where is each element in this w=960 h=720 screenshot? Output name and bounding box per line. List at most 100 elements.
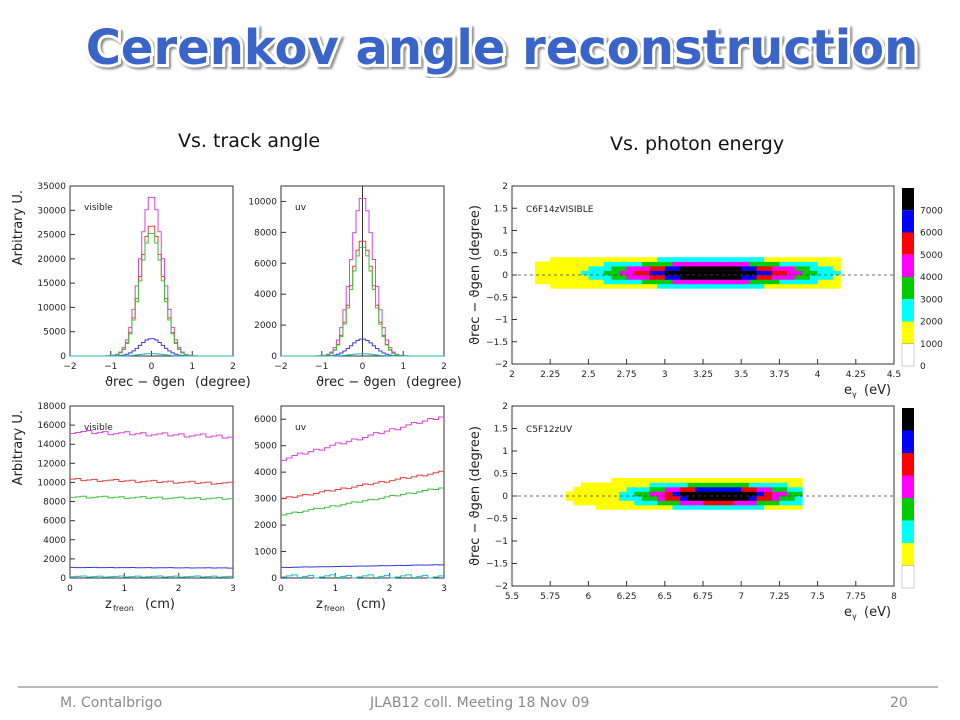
heatmap-cell (748, 478, 757, 483)
heatmap-cell (649, 487, 658, 492)
heatmap-cell (756, 279, 765, 285)
heatmap-cell (741, 266, 750, 271)
heatmap-cell (687, 279, 696, 285)
heatmap-cell (787, 478, 795, 483)
heatmap-cell (764, 505, 773, 510)
histogram-series (70, 225, 233, 357)
heatmap-cell (641, 270, 650, 276)
heatmap-cell (771, 270, 780, 276)
heatmap-cell (779, 487, 788, 492)
heatmap-cell (680, 496, 689, 501)
heatmap-cell (710, 275, 719, 280)
heatmap-cell (611, 496, 620, 501)
heatmap-cell (703, 279, 711, 285)
heatmap-cell (695, 496, 704, 501)
y-tick-label: −1.5 (486, 560, 508, 570)
y-tick-label: 2 (502, 402, 508, 412)
heatmap-cell (703, 496, 711, 501)
y-tick-label: 4000 (254, 290, 277, 300)
heatmap-cell (626, 283, 635, 289)
heatmap-cell (687, 487, 696, 492)
heatmap-cell (771, 257, 780, 262)
heatmap-cell (603, 261, 612, 267)
heatmap-cell (634, 266, 643, 271)
heatmap-cell (573, 491, 582, 497)
y-tick-label: −2 (495, 582, 508, 592)
heatmap-cell (657, 478, 666, 483)
heatmap-cell (657, 275, 666, 280)
heatmap-cell (664, 478, 673, 483)
heatmap-cell (703, 283, 711, 289)
heatmap-cell (756, 257, 765, 262)
heatmap-cell (672, 491, 681, 497)
footer-meeting: JLAB12 coll. Meeting 18 Nov 09 (370, 695, 590, 711)
x-tick-label: 3.25 (693, 370, 713, 380)
heatmap-cell (771, 500, 780, 506)
heatmap-cell (664, 500, 673, 506)
heatmap-cell (710, 496, 719, 501)
heatmap-cell (626, 505, 635, 510)
heatmap-cell (756, 505, 765, 510)
heatmap-cell (634, 487, 643, 492)
heatmap-cell (634, 283, 643, 289)
heatmap-cell (733, 261, 742, 267)
y-tick-label: 10000 (37, 303, 66, 313)
histogram-series (281, 470, 444, 499)
heatmap-cell (733, 257, 742, 262)
heatmap-cell (703, 505, 711, 510)
y-tick-label: 1000 (254, 548, 277, 558)
heatmap-cell (680, 257, 689, 262)
heatmap-cell (741, 487, 750, 492)
x-axis-label-unit: (eV) (864, 605, 891, 620)
heatmap-cell (802, 270, 811, 276)
heatmap-cell (596, 275, 604, 280)
x-axis-label: z (105, 597, 112, 612)
color-scale-segment (902, 321, 914, 344)
y-tick-label: 35000 (37, 182, 66, 192)
heatmap-cell (771, 283, 780, 289)
heatmap-cell (725, 261, 734, 267)
heatmap-cell (771, 482, 780, 488)
heatmap-cell (550, 283, 559, 289)
x-tick-label: −2 (274, 362, 287, 372)
histogram-series (281, 574, 444, 579)
heatmap-cell (649, 482, 658, 488)
heatmap-cell (565, 279, 574, 285)
heatmap-cell (664, 505, 673, 510)
heatmap-cell (710, 500, 719, 506)
frame (280, 405, 445, 579)
histogram-series (281, 416, 444, 461)
y-tick-label: 2 (502, 182, 508, 192)
heatmap-cell (703, 491, 711, 497)
heatmap-cell (580, 266, 589, 271)
heatmap-cell (741, 275, 750, 280)
heatmap-cell (649, 283, 658, 289)
heatmap-cell (565, 496, 574, 501)
heatmap-cell (603, 505, 612, 510)
heatmap-cell (787, 270, 795, 276)
heatmap-cell (542, 266, 551, 271)
heatmap-cell (779, 491, 788, 497)
chart-heatmap-uv: 5.5 5.75 6 6.25 6.5 6.75 7 7.25 7.5 7.75 8 −2 −1.5 −1… (468, 402, 915, 621)
heatmap-cell (733, 500, 742, 506)
color-scale-label: 0 (920, 362, 926, 372)
color-scale-label: 5000 (920, 251, 943, 261)
heatmap-cell (618, 270, 627, 276)
heatmap-cell (794, 270, 803, 276)
y-tick-label: 6000 (43, 517, 66, 527)
heatmap-cell (748, 500, 757, 506)
color-scale-segment (901, 565, 915, 589)
y-tick-label: −1 (495, 316, 508, 326)
y-tick-label: 15000 (37, 279, 66, 289)
heatmap-cell (764, 487, 773, 492)
heatmap-cell (733, 496, 742, 501)
y-tick-label: 30000 (37, 206, 66, 216)
heatmap-cell (573, 279, 582, 285)
heatmap-cell (802, 279, 811, 285)
y-tick-label: 10000 (37, 478, 66, 488)
heatmap-cell (664, 491, 673, 497)
heatmap-cell (710, 270, 719, 276)
heatmap-cell (764, 478, 773, 483)
heatmap-cell (809, 279, 818, 285)
heatmap-cell (825, 283, 834, 289)
